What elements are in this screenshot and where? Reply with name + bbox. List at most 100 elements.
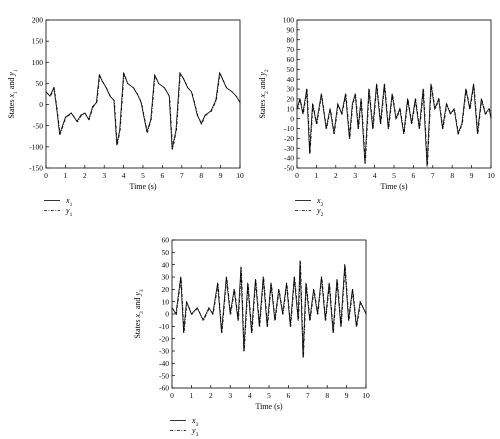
y-tick-label: -20 bbox=[284, 134, 294, 143]
data-point bbox=[333, 132, 335, 134]
y-tick-label: 150 bbox=[32, 37, 44, 46]
y-tick-label: -100 bbox=[29, 142, 43, 151]
x-tick-label: 8 bbox=[450, 171, 454, 180]
data-point bbox=[88, 118, 90, 120]
y-axis-label-sub: 2 bbox=[264, 69, 270, 72]
data-point bbox=[320, 276, 322, 278]
data-point bbox=[306, 88, 308, 90]
data-point bbox=[196, 114, 198, 116]
data-point bbox=[200, 123, 202, 125]
data-point bbox=[123, 72, 125, 74]
data-point bbox=[368, 88, 370, 90]
data-point bbox=[95, 101, 97, 103]
data-point bbox=[348, 137, 350, 139]
y-axis-label-text: and bbox=[7, 76, 16, 92]
data-point bbox=[344, 264, 346, 266]
x-tick-label: 0 bbox=[44, 171, 48, 180]
y-tick-label: 40 bbox=[162, 260, 170, 269]
series-line-y1 bbox=[46, 72, 241, 150]
x-tick-label: 6 bbox=[161, 171, 165, 180]
data-point bbox=[376, 83, 378, 85]
data-point bbox=[317, 313, 318, 315]
data-point bbox=[240, 266, 242, 268]
data-point bbox=[210, 110, 212, 112]
data-point bbox=[215, 99, 217, 101]
data-point bbox=[430, 83, 432, 85]
data-point bbox=[262, 276, 264, 278]
y-axis-label-sub: 2 bbox=[264, 91, 270, 94]
data-point bbox=[171, 307, 173, 309]
data-point bbox=[266, 325, 268, 327]
data-point bbox=[354, 93, 356, 95]
y-tick-label: 50 bbox=[287, 65, 295, 74]
data-point bbox=[480, 98, 482, 100]
data-point bbox=[355, 325, 357, 327]
data-point bbox=[407, 98, 409, 100]
data-point bbox=[312, 103, 314, 105]
data-point bbox=[282, 313, 284, 315]
data-point bbox=[351, 103, 353, 105]
x-tick-label: 10 bbox=[236, 171, 244, 180]
y-axis-label-text: and bbox=[258, 76, 267, 92]
data-point bbox=[296, 108, 298, 110]
x-axis-label: Time (s) bbox=[255, 402, 282, 411]
y-axis-label-text: States bbox=[258, 98, 267, 119]
data-point bbox=[476, 132, 478, 134]
data-point bbox=[309, 319, 311, 321]
y-axis-label-sub: 1 bbox=[13, 91, 19, 94]
y-tick-label: -50 bbox=[159, 371, 169, 380]
data-point bbox=[254, 278, 256, 280]
y-tick-label: 10 bbox=[162, 297, 170, 306]
y-axis-label-var: x bbox=[7, 94, 16, 99]
data-point bbox=[146, 131, 148, 133]
legend-label-y3: y3 bbox=[191, 426, 199, 438]
data-point bbox=[309, 152, 311, 154]
x-tick-label: 2 bbox=[83, 171, 87, 180]
y-tick-label: 30 bbox=[162, 273, 170, 282]
data-point bbox=[212, 313, 214, 315]
x-tick-label: 10 bbox=[487, 171, 495, 180]
data-point bbox=[136, 93, 138, 95]
data-point bbox=[449, 113, 451, 115]
plot-frame bbox=[171, 239, 367, 389]
data-point bbox=[302, 356, 304, 358]
data-point bbox=[183, 332, 185, 333]
data-point bbox=[98, 74, 100, 76]
y-tick-label: -50 bbox=[284, 164, 294, 173]
data-point bbox=[488, 108, 490, 110]
y-tick-label: 20 bbox=[287, 95, 295, 104]
legend-label-x3: x3 bbox=[191, 416, 199, 428]
data-point bbox=[289, 325, 291, 327]
data-point bbox=[391, 93, 393, 95]
data-point bbox=[445, 103, 447, 105]
data-point bbox=[70, 112, 72, 114]
y-tick-label: -10 bbox=[284, 124, 294, 133]
data-point bbox=[490, 118, 492, 120]
data-point bbox=[418, 128, 420, 130]
data-point bbox=[191, 91, 192, 93]
y-tick-label: 60 bbox=[287, 55, 295, 64]
data-point bbox=[132, 87, 134, 89]
data-point bbox=[222, 78, 224, 80]
data-point bbox=[340, 325, 342, 327]
data-point bbox=[113, 99, 115, 101]
chart-panel-3: 0 1 2 3 4 5 6 7 8 9 10 -60 -50 -40 -30 -20 -10 0 10 20 30 40 5… bbox=[133, 236, 370, 438]
legend-label-x2: x2 bbox=[316, 196, 324, 208]
data-point bbox=[158, 82, 160, 84]
data-point bbox=[179, 72, 181, 74]
y-tick-label: -150 bbox=[29, 164, 43, 173]
y-tick-label: 0 bbox=[290, 114, 294, 123]
y-axis-label: States x1 and y1 bbox=[7, 69, 19, 119]
series-line-x3 bbox=[172, 260, 366, 358]
data-point bbox=[53, 87, 55, 89]
data-point bbox=[208, 307, 210, 309]
data-point bbox=[299, 98, 301, 100]
data-point bbox=[219, 72, 221, 74]
series-line-x1 bbox=[46, 71, 240, 150]
data-point bbox=[59, 133, 61, 135]
data-point bbox=[49, 95, 51, 97]
y-axis-label-text: States bbox=[7, 98, 16, 119]
data-point bbox=[80, 114, 82, 116]
data-point bbox=[258, 325, 260, 327]
y-axis-label-sub: 3 bbox=[139, 311, 145, 314]
